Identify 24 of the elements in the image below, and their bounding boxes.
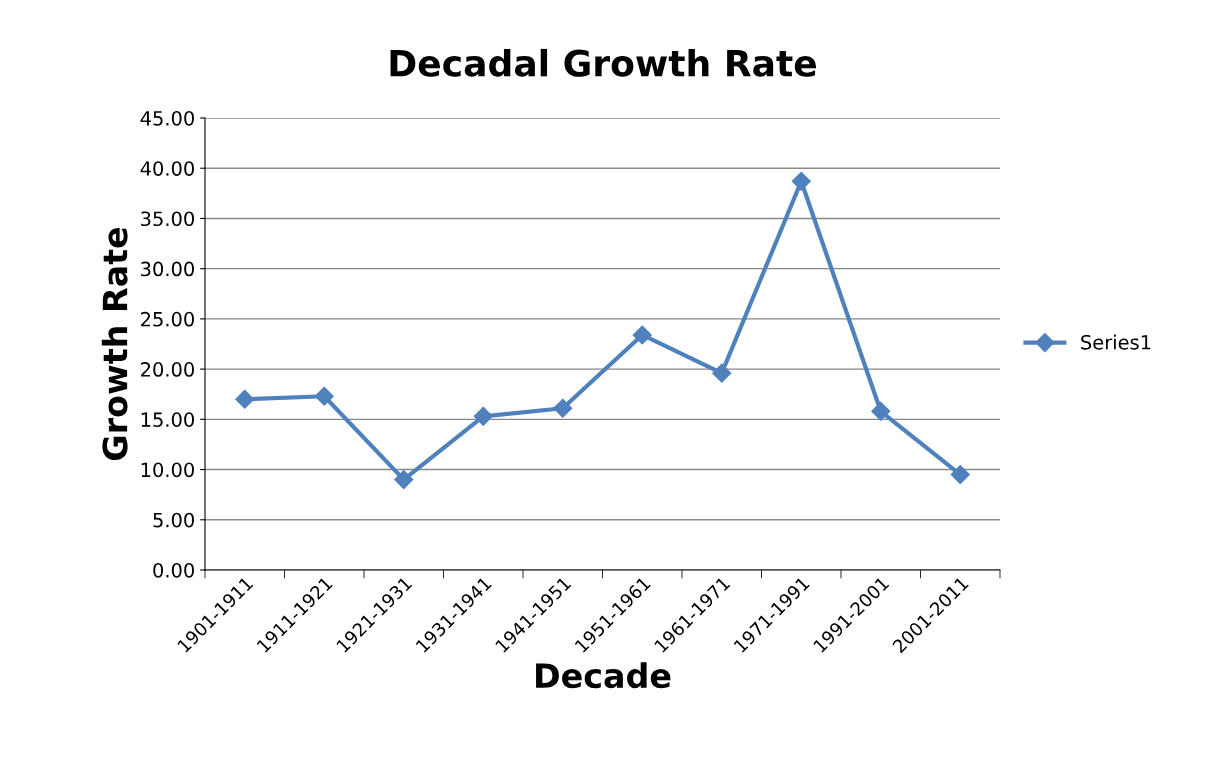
y-tick-label: 25.00	[141, 311, 194, 327]
point	[632, 325, 652, 345]
chart-title: Decadal Growth Rate	[390, 48, 816, 77]
point	[235, 389, 255, 409]
y-tick-label: 5.00	[153, 512, 194, 528]
y-axis-title: Growth Rate	[101, 227, 128, 461]
point	[712, 363, 732, 383]
point	[314, 386, 334, 406]
legend-label: Series1	[1081, 334, 1151, 350]
point	[394, 470, 414, 490]
y-tick-label: 35.00	[141, 211, 194, 227]
y-tick-label: 20.00	[141, 362, 194, 377]
y-tick-label: 45.00	[140, 110, 194, 126]
point	[950, 465, 970, 485]
point	[791, 171, 811, 191]
x-axis-title: Decade	[536, 662, 671, 689]
y-tick-label: 30.00	[141, 261, 194, 277]
point	[871, 401, 891, 421]
y-tick-label: 0.00	[153, 562, 194, 578]
point	[553, 398, 573, 418]
point	[473, 406, 493, 426]
y-tick-label: 40.00	[140, 161, 194, 176]
y-tick-label: 15.00	[141, 412, 194, 427]
y-tick-label: 10.00	[141, 462, 194, 478]
